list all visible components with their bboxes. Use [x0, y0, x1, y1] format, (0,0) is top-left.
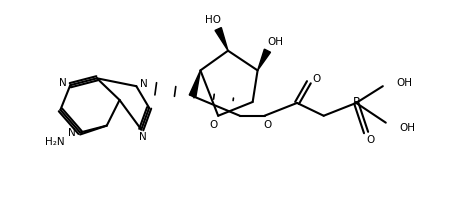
- Text: O: O: [367, 135, 375, 145]
- Text: P: P: [353, 96, 360, 109]
- Text: N: N: [68, 128, 76, 138]
- Text: O: O: [263, 120, 272, 130]
- Text: O: O: [313, 74, 321, 84]
- Text: N: N: [140, 132, 147, 142]
- Polygon shape: [215, 28, 228, 51]
- Text: H₂N: H₂N: [45, 137, 64, 147]
- Polygon shape: [257, 49, 270, 70]
- Polygon shape: [189, 70, 201, 97]
- Text: N: N: [58, 78, 66, 88]
- Text: OH: OH: [267, 37, 283, 47]
- Text: OH: OH: [397, 78, 413, 88]
- Text: OH: OH: [400, 123, 415, 133]
- Text: O: O: [209, 120, 218, 130]
- Text: HO: HO: [205, 15, 221, 25]
- Text: N: N: [140, 79, 148, 89]
